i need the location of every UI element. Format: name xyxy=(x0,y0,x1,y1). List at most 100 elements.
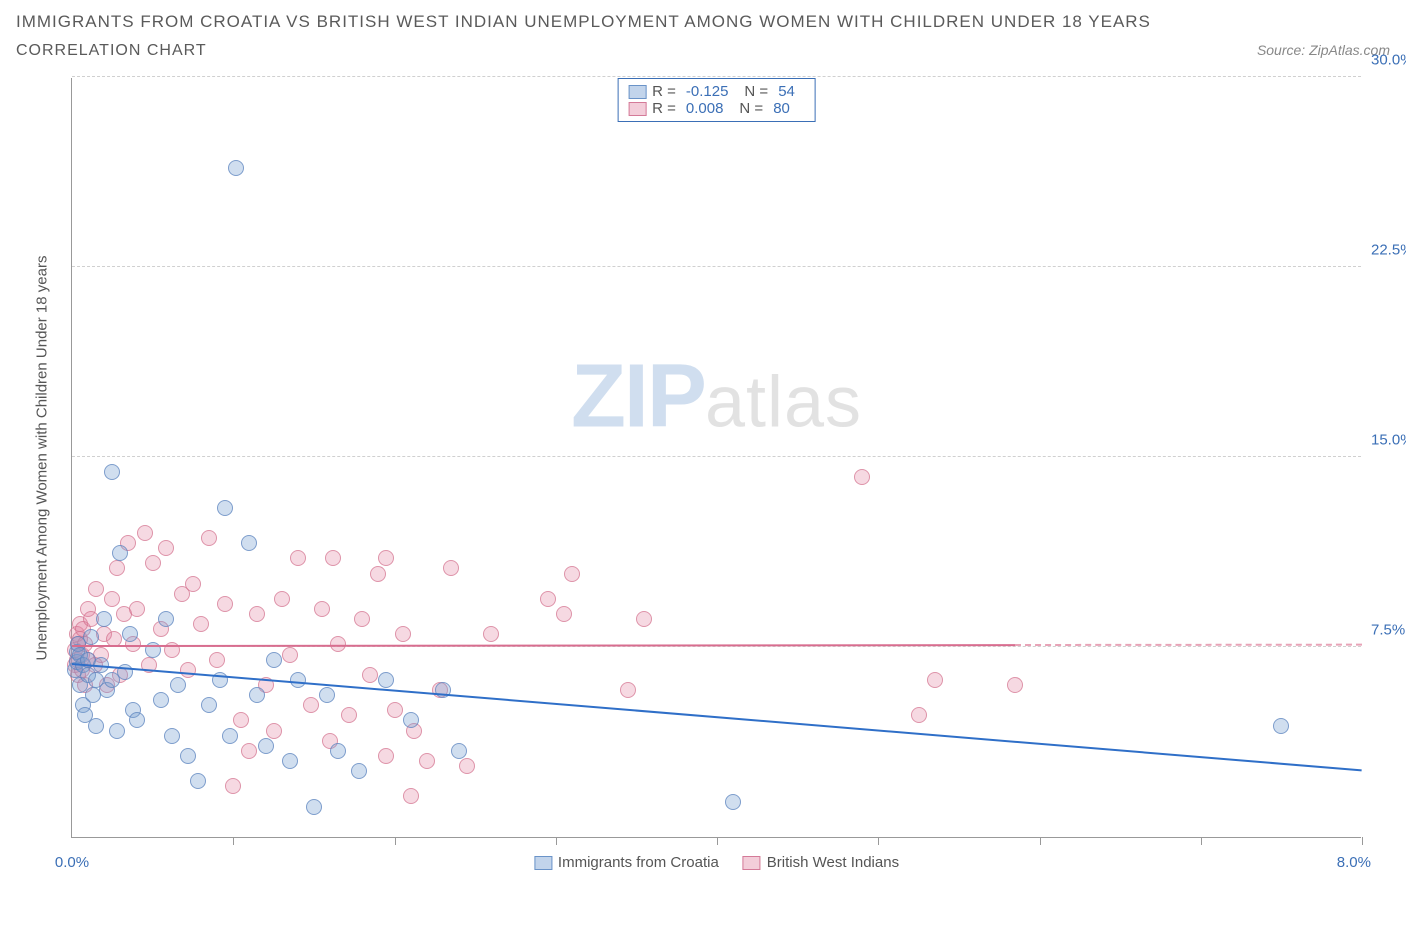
point-croatia xyxy=(153,692,169,708)
point-bwi xyxy=(282,647,298,663)
point-bwi xyxy=(1007,677,1023,693)
y-tick-label: 22.5% xyxy=(1371,242,1406,259)
point-bwi xyxy=(459,758,475,774)
x-tick xyxy=(233,837,234,845)
point-croatia xyxy=(129,712,145,728)
point-croatia xyxy=(306,799,322,815)
point-croatia xyxy=(725,794,741,810)
point-croatia xyxy=(1273,718,1289,734)
point-bwi xyxy=(88,581,104,597)
point-bwi xyxy=(636,611,652,627)
point-bwi xyxy=(158,540,174,556)
chart-title: IMMIGRANTS FROM CROATIA VS BRITISH WEST … xyxy=(16,12,1390,32)
point-bwi xyxy=(387,702,403,718)
point-croatia xyxy=(217,500,233,516)
point-croatia xyxy=(249,687,265,703)
r-label: R = xyxy=(652,100,676,117)
point-croatia xyxy=(109,723,125,739)
point-croatia xyxy=(164,728,180,744)
n-label: N = xyxy=(744,83,768,100)
r-value-blue: -0.125 xyxy=(686,83,729,100)
point-bwi xyxy=(378,550,394,566)
x-tick xyxy=(1201,837,1202,845)
legend-series: Immigrants from Croatia British West Ind… xyxy=(534,854,899,871)
point-croatia xyxy=(228,160,244,176)
point-bwi xyxy=(403,788,419,804)
point-croatia xyxy=(378,672,394,688)
x-tick xyxy=(717,837,718,845)
n-value-pink: 80 xyxy=(773,100,790,117)
point-bwi xyxy=(314,601,330,617)
point-bwi xyxy=(249,606,265,622)
point-croatia xyxy=(122,626,138,642)
point-bwi xyxy=(341,707,357,723)
point-bwi xyxy=(443,560,459,576)
n-value-blue: 54 xyxy=(778,83,795,100)
subtitle-row: CORRELATION CHART Source: ZipAtlas.com xyxy=(16,42,1390,60)
point-bwi xyxy=(241,743,257,759)
x-tick xyxy=(878,837,879,845)
gridline xyxy=(72,456,1361,457)
x-tick xyxy=(556,837,557,845)
point-bwi xyxy=(564,566,580,582)
gridline xyxy=(72,266,1361,267)
point-bwi xyxy=(927,672,943,688)
x-tick xyxy=(395,837,396,845)
point-bwi xyxy=(854,469,870,485)
watermark-bold: ZIP xyxy=(571,346,705,446)
point-croatia xyxy=(258,738,274,754)
watermark-light: atlas xyxy=(705,362,862,442)
point-bwi xyxy=(303,697,319,713)
gridline xyxy=(72,76,1361,77)
x-tick xyxy=(1040,837,1041,845)
correlation-chart: ZIPatlas Unemployment Among Women with C… xyxy=(16,68,1390,888)
point-bwi xyxy=(325,550,341,566)
point-bwi xyxy=(620,682,636,698)
n-label: N = xyxy=(739,100,763,117)
point-bwi xyxy=(233,712,249,728)
point-bwi xyxy=(137,525,153,541)
point-croatia xyxy=(403,712,419,728)
point-bwi xyxy=(217,596,233,612)
point-bwi xyxy=(556,606,572,622)
watermark: ZIPatlas xyxy=(571,345,862,448)
point-croatia xyxy=(241,535,257,551)
point-bwi xyxy=(290,550,306,566)
point-bwi xyxy=(201,530,217,546)
legend-correlation: R = -0.125 N = 54 R = 0.008 N = 80 xyxy=(617,78,816,122)
point-bwi xyxy=(225,778,241,794)
x-tick xyxy=(1362,837,1363,845)
point-bwi xyxy=(129,601,145,617)
point-croatia xyxy=(290,672,306,688)
point-croatia xyxy=(170,677,186,693)
point-bwi xyxy=(185,576,201,592)
point-croatia xyxy=(351,763,367,779)
x-axis-max-label: 8.0% xyxy=(1337,854,1371,871)
swatch-pink-icon xyxy=(628,102,646,116)
y-tick-label: 30.0% xyxy=(1371,52,1406,69)
point-croatia xyxy=(104,464,120,480)
swatch-pink-icon xyxy=(743,856,761,870)
legend-label: Immigrants from Croatia xyxy=(558,854,719,871)
point-croatia xyxy=(330,743,346,759)
point-croatia xyxy=(96,611,112,627)
point-bwi xyxy=(370,566,386,582)
point-bwi xyxy=(109,560,125,576)
legend-item-bwi: British West Indians xyxy=(743,854,899,871)
point-bwi xyxy=(180,662,196,678)
point-bwi xyxy=(209,652,225,668)
legend-row-pink: R = 0.008 N = 80 xyxy=(628,100,805,117)
point-bwi xyxy=(483,626,499,642)
legend-item-croatia: Immigrants from Croatia xyxy=(534,854,719,871)
legend-row-blue: R = -0.125 N = 54 xyxy=(628,83,805,100)
point-croatia xyxy=(83,629,99,645)
r-value-pink: 0.008 xyxy=(686,100,724,117)
point-bwi xyxy=(354,611,370,627)
point-croatia xyxy=(158,611,174,627)
point-bwi xyxy=(145,555,161,571)
legend-label: British West Indians xyxy=(767,854,899,871)
point-croatia xyxy=(190,773,206,789)
y-axis-title: Unemployment Among Women with Children U… xyxy=(34,255,51,660)
point-bwi xyxy=(540,591,556,607)
point-bwi xyxy=(193,616,209,632)
